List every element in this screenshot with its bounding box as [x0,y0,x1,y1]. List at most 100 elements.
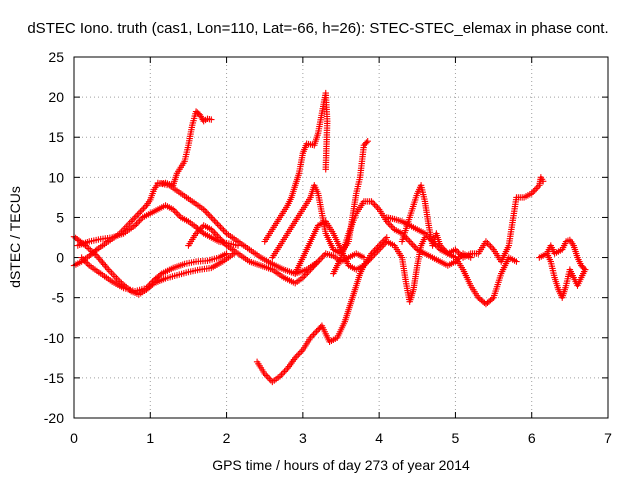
data-point [409,241,416,248]
x-tick-label: 6 [528,430,536,446]
series-arc9 [269,138,371,261]
data-point [209,215,217,223]
data-point [149,278,156,285]
data-point [485,241,493,248]
series-arc7 [253,234,390,386]
data-point [295,351,302,358]
data-point [322,166,329,173]
x-tick-labels: 0 1 2 3 4 5 6 7 [70,430,612,446]
series-arc2 [70,108,215,269]
y-tick-labels: -20 -15 -10 -5 0 5 10 15 20 25 [44,49,64,426]
data-point [310,331,317,338]
chart-title: dSTEC Iono. truth (cas1, Lon=110, Lat=-6… [27,20,608,37]
x-tick-label: 4 [375,430,383,446]
data-point [487,243,494,250]
x-tick-label: 3 [299,430,307,446]
data-point [411,243,418,250]
data-point [206,212,213,220]
data-point [218,225,226,232]
series-arc6 [185,222,322,287]
x-tick-label: 5 [452,430,460,446]
data-point [513,258,520,265]
y-tick-label: 5 [56,209,64,225]
data-point [388,223,395,230]
data-point [581,266,589,273]
data-point [386,221,394,228]
data-point [371,201,378,208]
x-tick-label: 7 [604,430,612,446]
data-point [85,245,92,252]
axis-ticks [73,56,609,419]
y-tick-label: -20 [44,410,64,426]
data-point [215,222,223,229]
data-point [211,217,218,224]
data-point [208,116,215,123]
data-point [279,369,287,377]
data-point [264,373,271,381]
data-point [208,214,215,221]
data-point [140,205,147,212]
data-point [281,368,288,375]
y-tick-label: 20 [48,89,64,105]
data-point [174,211,181,218]
data-point [217,223,224,231]
y-axis-label: dSTEC / TECUs [7,186,23,288]
data-point [531,186,538,194]
data-point [311,329,319,337]
data-point [533,185,540,192]
data-point [298,348,305,355]
data-point [214,220,221,228]
data-point [205,211,212,218]
x-tick-label: 1 [146,430,154,446]
data-point [301,272,308,280]
data-point [282,366,290,374]
series-arc15 [543,236,589,273]
plot-frame [73,56,609,419]
series-arc3 [78,250,230,295]
series-arc10 [292,218,429,305]
data-point [316,256,323,264]
y-tick-label: 25 [48,49,64,65]
data-point [278,371,285,378]
data-point [369,199,377,207]
series-arc8 [261,89,331,245]
data-point [202,207,209,215]
y-tick-label: -10 [44,330,64,346]
data-point [173,209,180,216]
x-axis-label: GPS time / hours of day 273 of year 2014 [212,457,470,473]
data-point [364,138,371,145]
x-tick-label: 0 [70,430,78,446]
grid [74,57,608,418]
data-point [203,209,210,216]
data-point [488,295,496,303]
data-point [220,227,227,234]
y-tick-label: 15 [48,129,64,145]
data-point [580,265,588,272]
series-arc13 [398,174,547,265]
x-tick-label: 2 [223,430,231,446]
data-point [157,271,164,279]
data-point [293,353,300,360]
data-point [137,208,144,216]
data-point [296,349,304,357]
y-tick-label: 0 [56,250,64,266]
data-point [407,239,415,247]
data-point [223,250,230,257]
data-point [313,328,320,335]
data-point [211,229,218,236]
data-point [302,271,310,278]
y-tick-label: -5 [52,290,65,306]
data-point [314,258,322,265]
data-point [135,210,143,217]
data-point [453,247,461,255]
data-point [308,332,316,340]
y-tick-label: -15 [44,370,64,386]
data-point [406,238,413,245]
data-point [488,244,496,252]
data-point [92,247,99,255]
data-point [221,228,229,236]
data-point [263,372,270,379]
data-point [374,204,381,212]
y-tick-label: 10 [48,169,64,185]
